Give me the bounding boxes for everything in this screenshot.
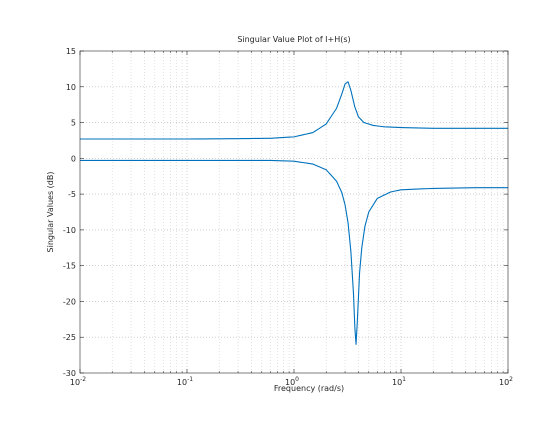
x-tick-label: 100 — [285, 376, 299, 387]
y-tick-label: -5 — [68, 190, 76, 199]
y-axis-label: Singular Values (dB) — [46, 172, 55, 253]
y-tick-label: 15 — [66, 47, 76, 56]
y-tick-label: -20 — [63, 297, 76, 306]
singular-value-line-2 — [80, 159, 508, 345]
y-tick-label: 5 — [71, 119, 76, 128]
singular-value-line-1 — [80, 81, 508, 140]
plot-lines — [80, 81, 508, 345]
y-tick-label: -30 — [63, 369, 76, 378]
y-tick-label: 0 — [71, 154, 76, 163]
x-axis-label: Frequency (rad/s) — [274, 384, 344, 393]
grid — [80, 51, 508, 373]
y-tick-label: -25 — [63, 333, 76, 342]
y-tick-label: -15 — [63, 262, 76, 271]
x-tick-label: 10-2 — [70, 376, 86, 387]
x-tick-label: 102 — [499, 376, 513, 387]
x-tick-label: 10-1 — [177, 376, 193, 387]
x-tick-label: 101 — [392, 376, 406, 387]
y-tick-label: 10 — [66, 83, 76, 92]
y-tick-label: -10 — [63, 226, 76, 235]
chart-title: Singular Value Plot of I+H(s) — [237, 35, 350, 44]
